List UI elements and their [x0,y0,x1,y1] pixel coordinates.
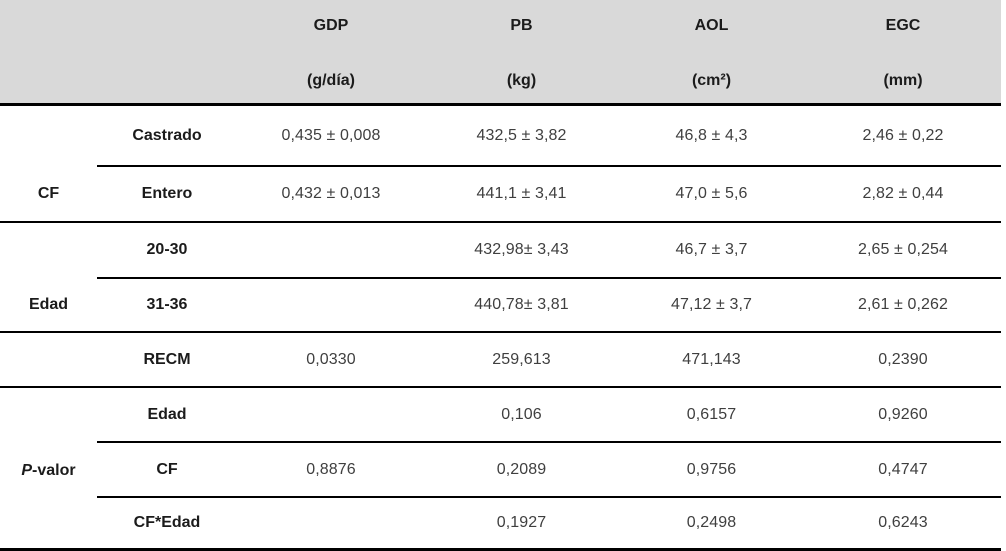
cell-pb: 432,5 ± 3,82 [425,106,618,167]
column-name: AOL [694,17,729,34]
row-group-label [0,223,97,279]
cell-aol: 46,7 ± 3,7 [618,223,805,279]
cell-aol: 0,9756 [618,443,805,498]
cell-pb: 0,1927 [425,498,618,551]
cell-pb: 441,1 ± 3,41 [425,167,618,223]
cell-egc: 0,2390 [805,333,1001,388]
cell-pb: 440,78± 3,81 [425,279,618,333]
table-row-31-36: Edad 31-36 440,78± 3,81 47,12 ± 3,7 2,61… [0,279,1001,333]
table-row-entero: CF Entero 0,432 ± 0,013 441,1 ± 3,41 47,… [0,167,1001,223]
column-unit: (cm²) [691,71,732,89]
cell-egc: 2,65 ± 0,254 [805,223,1001,279]
row-group-label-edad: Edad [0,279,97,333]
cell-egc: 2,61 ± 0,262 [805,279,1001,333]
cell-gdp [237,223,425,279]
header-spacer-group [0,0,97,106]
cell-pb: 0,106 [425,388,618,443]
column-name: EGC [885,17,921,34]
table-row-cf-edad: CF*Edad 0,1927 0,2498 0,6243 [0,498,1001,551]
cell-egc: 0,4747 [805,443,1001,498]
column-unit: (mm) [883,71,923,89]
cell-pb: 0,2089 [425,443,618,498]
row-group-label-cf: CF [0,167,97,223]
row-label: CF*Edad [97,498,237,551]
cell-gdp: 0,0330 [237,333,425,388]
header-spacer-label [97,0,237,106]
cell-gdp [237,279,425,333]
cell-aol: 0,2498 [618,498,805,551]
column-unit: (kg) [506,71,537,89]
cell-pb: 259,613 [425,333,618,388]
row-label: RECM [97,333,237,388]
cell-egc: 0,6243 [805,498,1001,551]
column-header-egc: EGC (mm) [805,0,1001,106]
cell-aol: 0,6157 [618,388,805,443]
row-label: Entero [97,167,237,223]
cell-gdp [237,498,425,551]
cell-gdp: 0,8876 [237,443,425,498]
cell-egc: 0,9260 [805,388,1001,443]
cell-aol: 471,143 [618,333,805,388]
column-name: GDP [313,17,349,34]
cell-aol: 46,8 ± 4,3 [618,106,805,167]
column-unit: (g/día) [307,71,355,89]
row-group-label [0,388,97,443]
column-name: PB [510,17,533,34]
column-header-aol: AOL (cm²) [618,0,805,106]
row-label: 31-36 [97,279,237,333]
column-header-gdp: GDP (g/día) [237,0,425,106]
cell-pb: 432,98± 3,43 [425,223,618,279]
row-label: Castrado [97,106,237,167]
row-group-label [0,498,97,551]
row-group-label [0,106,97,167]
cell-egc: 2,82 ± 0,44 [805,167,1001,223]
cell-aol: 47,0 ± 5,6 [618,167,805,223]
table-header: GDP (g/día) PB (kg) AOL (cm²) EGC (mm) [0,0,1001,106]
row-label: 20-30 [97,223,237,279]
cell-gdp: 0,432 ± 0,013 [237,167,425,223]
table-row-pvalor-cf: P -valor CF 0,8876 0,2089 0,9756 0,4747 [0,443,1001,498]
table-row-pvalor-edad: Edad 0,106 0,6157 0,9260 [0,388,1001,443]
row-label: CF [97,443,237,498]
row-label: Edad [97,388,237,443]
cell-egc: 2,46 ± 0,22 [805,106,1001,167]
row-group-label [0,333,97,388]
cell-gdp: 0,435 ± 0,008 [237,106,425,167]
cell-aol: 47,12 ± 3,7 [618,279,805,333]
table-row-recm: RECM 0,0330 259,613 471,143 0,2390 [0,333,1001,388]
column-header-pb: PB (kg) [425,0,618,106]
table-row-castrado: Castrado 0,435 ± 0,008 432,5 ± 3,82 46,8… [0,106,1001,167]
row-group-label-p-valor: P -valor [21,461,76,479]
table-row-20-30: 20-30 432,98± 3,43 46,7 ± 3,7 2,65 ± 0,2… [0,223,1001,279]
cell-gdp [237,388,425,443]
